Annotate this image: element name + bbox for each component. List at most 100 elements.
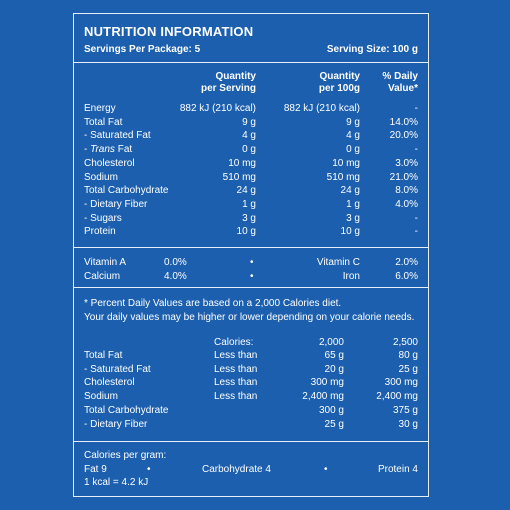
reference-nutrient: Total Fat bbox=[84, 350, 123, 361]
vitamin-value: 0.0% bbox=[164, 257, 187, 268]
nutrient-name: - Dietary Fiber bbox=[84, 198, 148, 210]
nutrient-daily-value: 20.0% bbox=[389, 130, 418, 142]
nutrient-per-serving: 510 mg bbox=[222, 171, 256, 183]
per-gram-fat: Fat 9 bbox=[84, 464, 107, 475]
nutrient-per-100g: 510 mg bbox=[326, 171, 360, 183]
reference-2000-value: 65 g bbox=[324, 350, 344, 361]
nutrient-daily-value: - bbox=[414, 226, 418, 238]
nutrient-per-100g: 3 g bbox=[346, 212, 360, 224]
vitamin-value: 4.0% bbox=[164, 270, 187, 282]
reference-2500-value: 25 g bbox=[398, 363, 418, 375]
reference-2500-value: 375 g bbox=[392, 404, 418, 416]
reference-2000-value: 2,400 mg bbox=[302, 391, 344, 403]
vitamin-name: Vitamin A bbox=[84, 257, 127, 268]
nutrient-daily-value: - bbox=[414, 144, 418, 156]
nutrient-per-serving: 3 g bbox=[242, 212, 256, 224]
footnote-daily-values: * Percent Daily Values are based on a 2,… bbox=[84, 298, 342, 309]
nutrient-per-100g: 24 g bbox=[340, 185, 360, 197]
nutrient-name: Energy bbox=[84, 103, 116, 114]
divider bbox=[74, 62, 428, 63]
nutrient-per-serving: 4 g bbox=[242, 130, 256, 142]
reference-calories-label: Calories: bbox=[214, 337, 254, 348]
nutrient-per-100g: 882 kJ (210 kcal) bbox=[283, 103, 360, 114]
nutrient-daily-value: - bbox=[414, 212, 418, 224]
vitamin-value: 2.0% bbox=[395, 257, 418, 268]
nutrient-per-100g: 10 mg bbox=[332, 157, 360, 169]
header-daily-1: % Daily bbox=[382, 71, 418, 82]
reference-limit: Less than bbox=[214, 377, 258, 389]
reference-2500-value: 80 g bbox=[398, 350, 418, 361]
reference-calories-2500: 2,500 bbox=[392, 337, 418, 348]
nutrient-name-italic: Trans bbox=[90, 144, 115, 156]
reference-2000-value: 300 mg bbox=[310, 377, 344, 389]
header-qty-serving-2: per Serving bbox=[200, 83, 256, 94]
reference-nutrient: - Dietary Fiber bbox=[84, 418, 148, 430]
bullet-icon: • bbox=[250, 257, 254, 268]
reference-2500-value: 2,400 mg bbox=[376, 391, 418, 403]
vitamin-name: Calcium bbox=[84, 270, 121, 282]
nutrient-name: - Sugars bbox=[84, 212, 122, 224]
divider bbox=[74, 287, 428, 288]
nutrient-name: - Saturated Fat bbox=[84, 130, 151, 142]
nutrient-daily-value: 14.0% bbox=[389, 116, 418, 128]
per-gram-carbohydrate: Carbohydrate 4 bbox=[202, 464, 271, 475]
nutrient-name: Cholesterol bbox=[84, 157, 135, 169]
nutrient-per-serving: 24 g bbox=[236, 185, 256, 197]
reference-2000-value: 20 g bbox=[324, 363, 344, 375]
footnote-calorie-needs: Your daily values may be higher or lower… bbox=[84, 312, 415, 323]
nutrient-per-100g: 0 g bbox=[346, 144, 360, 156]
per-gram-protein: Protein 4 bbox=[377, 464, 418, 475]
nutrient-daily-value: - bbox=[414, 103, 418, 114]
bullet-icon: • bbox=[147, 464, 151, 475]
nutrient-name: Total Fat bbox=[84, 116, 123, 128]
nutrient-daily-value: 8.0% bbox=[395, 185, 418, 197]
reference-nutrient: Total Carbohydrate bbox=[84, 404, 169, 416]
per-gram-heading: Calories per gram: bbox=[84, 450, 167, 461]
nutrient-name: Protein bbox=[84, 226, 116, 238]
reference-2500-value: 30 g bbox=[398, 418, 418, 430]
servings-per-package: Servings Per Package: 5 bbox=[84, 44, 201, 55]
nutrient-daily-value: 21.0% bbox=[389, 171, 418, 183]
nutrition-panel: NUTRITION INFORMATION Servings Per Packa… bbox=[73, 13, 429, 497]
per-gram-conversion: 1 kcal = 4.2 kJ bbox=[84, 477, 149, 488]
nutrient-daily-value: 3.0% bbox=[395, 157, 418, 169]
nutrient-per-serving: 10 mg bbox=[228, 157, 256, 169]
reference-limit: Less than bbox=[214, 391, 258, 403]
reference-nutrient: Cholesterol bbox=[84, 377, 135, 389]
reference-nutrient: - Saturated Fat bbox=[84, 363, 151, 375]
header-qty-100g-2: per 100g bbox=[318, 83, 360, 94]
nutrient-name: Total Carbohydrate bbox=[84, 185, 169, 197]
nutrient-per-100g: 4 g bbox=[346, 130, 360, 142]
nutrient-per-serving: 9 g bbox=[242, 116, 256, 128]
nutrient-per-100g: 9 g bbox=[346, 116, 360, 128]
reference-2000-value: 25 g bbox=[324, 418, 344, 430]
header-qty-serving-1: Quantity bbox=[215, 71, 256, 82]
bullet-icon: • bbox=[324, 464, 328, 475]
nutrient-per-serving: 10 g bbox=[236, 226, 256, 238]
reference-nutrient: Sodium bbox=[84, 391, 118, 403]
divider bbox=[74, 441, 428, 442]
reference-limit: Less than bbox=[214, 363, 258, 375]
panel-title: NUTRITION INFORMATION bbox=[84, 24, 254, 39]
bullet-icon: • bbox=[250, 270, 254, 282]
nutrient-per-serving: 0 g bbox=[242, 144, 256, 156]
reference-2000-value: 300 g bbox=[318, 404, 344, 416]
nutrient-daily-value: 4.0% bbox=[395, 198, 418, 210]
reference-2500-value: 300 mg bbox=[384, 377, 418, 389]
nutrient-name-prefix: - bbox=[84, 144, 91, 156]
divider bbox=[74, 247, 428, 248]
nutrient-per-100g: 1 g bbox=[346, 198, 360, 210]
nutrient-per-serving: 882 kJ (210 kcal) bbox=[179, 103, 256, 114]
reference-calories-2000: 2,000 bbox=[318, 337, 344, 348]
header-daily-2: Value* bbox=[387, 83, 418, 94]
nutrient-name: Sodium bbox=[84, 171, 118, 183]
vitamin-name: Vitamin C bbox=[316, 257, 360, 268]
vitamin-value: 6.0% bbox=[395, 270, 418, 282]
nutrient-name-suffix: Fat bbox=[114, 144, 133, 156]
header-qty-100g-1: Quantity bbox=[319, 71, 360, 82]
serving-size: Serving Size: 100 g bbox=[326, 44, 418, 55]
reference-limit: Less than bbox=[214, 350, 258, 361]
vitamin-name: Iron bbox=[342, 270, 360, 282]
nutrient-per-100g: 10 g bbox=[340, 226, 360, 238]
nutrient-per-serving: 1 g bbox=[242, 198, 256, 210]
